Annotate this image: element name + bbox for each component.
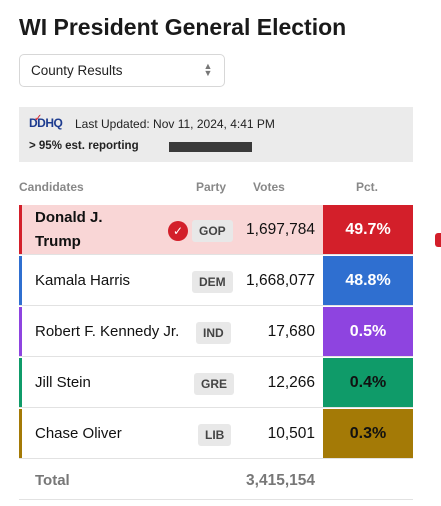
party-color-accent — [19, 358, 22, 407]
party-color-accent — [19, 409, 22, 458]
winner-check-icon: ✓ — [168, 221, 188, 241]
reporting-text: > 95% est. reporting — [29, 140, 139, 152]
candidate-name: Donald J. Trump — [35, 208, 103, 250]
vote-count: 1,697,784 — [246, 220, 315, 238]
vote-count: 17,680 — [267, 322, 315, 340]
candidate-row: Chase Oliver LIB 10,501 0.3% — [19, 409, 413, 459]
party-color-accent — [19, 307, 22, 356]
header-candidates: Candidates — [19, 180, 84, 194]
ddhq-logo: ✓ DDHQ — [29, 113, 63, 130]
select-value: County Results — [31, 63, 123, 78]
vote-percentage: 49.7% — [323, 205, 413, 254]
updown-chevron-icon: ▲ ▼ — [203, 61, 213, 78]
vote-percentage: 0.4% — [323, 358, 413, 407]
candidate-name: Chase Oliver — [35, 424, 122, 442]
party-badge: GRE — [194, 373, 235, 395]
candidate-row: Kamala Harris DEM 1,668,077 48.8% — [19, 256, 413, 306]
header-votes: Votes — [253, 180, 285, 194]
party-badge: GOP — [192, 220, 233, 242]
vote-count: 10,501 — [267, 424, 315, 442]
edge-marker — [435, 233, 441, 247]
party-badge: DEM — [192, 271, 233, 293]
candidate-name: Kamala Harris — [35, 271, 131, 289]
candidate-row: Donald J. Trump ✓ GOP 1,697,784 49.7% — [19, 205, 413, 255]
candidate-name: Robert F. Kennedy Jr. — [35, 322, 180, 340]
party-color-accent — [19, 205, 22, 254]
candidate-row: Jill Stein GRE 12,266 0.4% — [19, 358, 413, 408]
party-badge: LIB — [198, 424, 232, 446]
header-pct: Pct. — [356, 180, 379, 194]
vote-percentage: 0.5% — [323, 307, 413, 356]
vote-count: 1,668,077 — [246, 271, 315, 289]
candidate-name: Jill Stein — [35, 373, 91, 391]
total-row: Total 3,415,154 — [19, 460, 413, 500]
vote-percentage: 48.8% — [323, 256, 413, 305]
party-color-accent — [19, 256, 22, 305]
vote-count: 12,266 — [267, 373, 315, 391]
reporting-progress-bar — [169, 142, 252, 152]
vote-percentage: 0.3% — [323, 409, 413, 458]
candidate-row: Robert F. Kennedy Jr. IND 17,680 0.5% — [19, 307, 413, 357]
header-party: Party — [196, 180, 227, 194]
last-updated-text: Last Updated: Nov 11, 2024, 4:41 PM — [75, 117, 275, 131]
total-label: Total — [35, 472, 70, 489]
update-info-panel: ✓ DDHQ Last Updated: Nov 11, 2024, 4:41 P… — [19, 107, 413, 162]
total-votes: 3,415,154 — [246, 472, 315, 489]
party-badge: IND — [196, 322, 231, 344]
page-title: WI President General Election — [19, 14, 347, 40]
county-results-select[interactable]: County Results ▲ ▼ — [19, 54, 225, 87]
